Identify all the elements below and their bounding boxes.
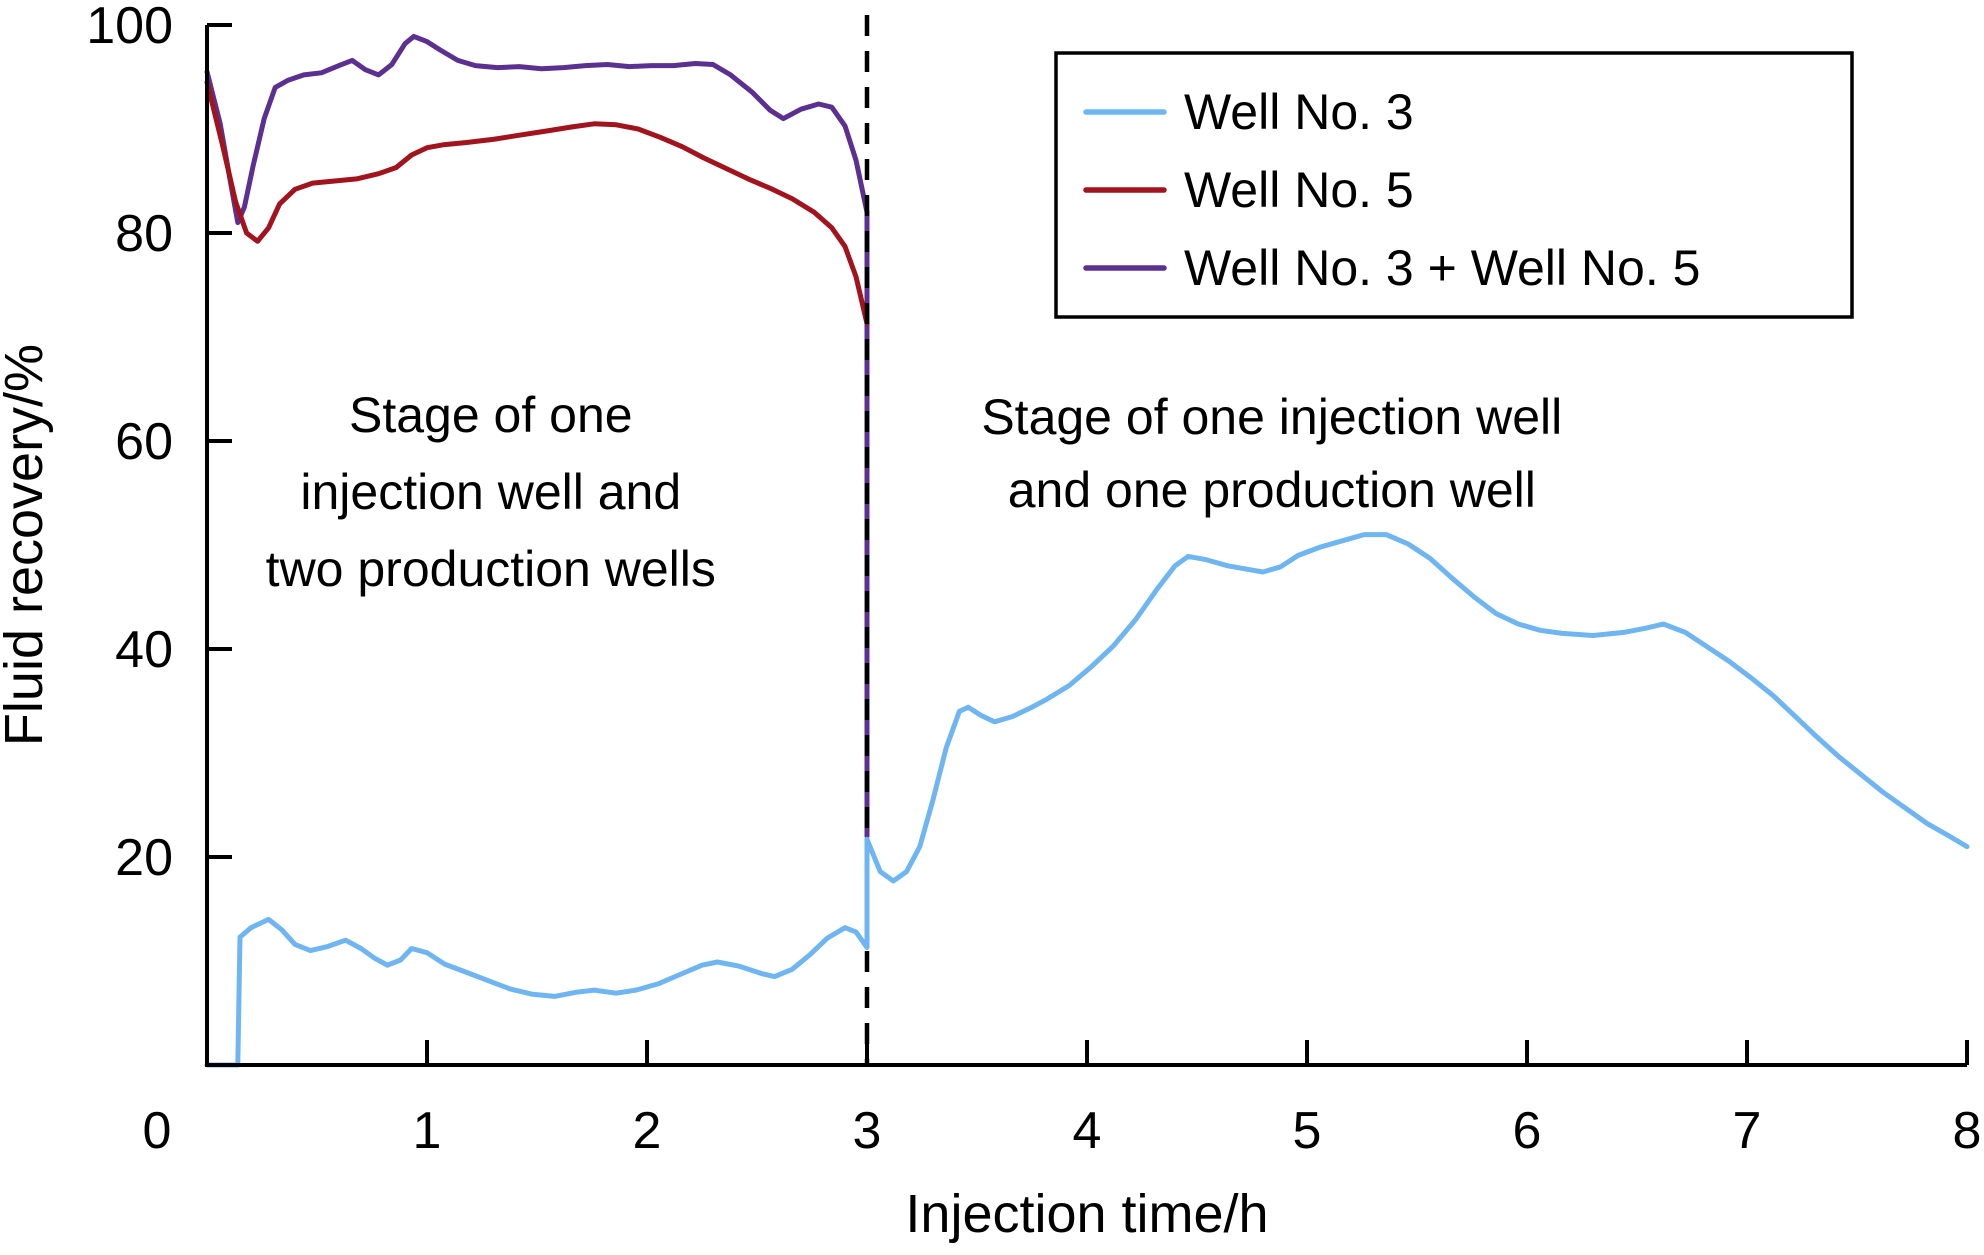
series-line-1 [204, 79, 870, 326]
x-axis-title: Injection time/h [905, 1184, 1268, 1244]
y-axis-tick-label: 80 [115, 205, 173, 263]
y-axis-tick-label: 40 [115, 621, 173, 679]
x-axis-tick-label: 7 [1733, 1102, 1762, 1160]
x-axis-tick-label: 2 [633, 1102, 662, 1160]
x-axis-tick-label: 6 [1513, 1102, 1542, 1160]
x-axis-tick-label: 3 [853, 1102, 882, 1160]
stage-annotation-line: two production wells [266, 541, 716, 597]
x-axis-tick-label: 5 [1293, 1102, 1322, 1160]
y-axis-tick-label: 20 [115, 829, 173, 887]
series-line-2 [204, 33, 870, 839]
y-axis-title: Fluid recovery/% [0, 344, 54, 746]
axes [205, 25, 1967, 1067]
x-axis-tick-label: 0 [143, 1102, 172, 1160]
y-axis-tick-label: 100 [86, 0, 173, 55]
stage-annotation-line: and one production well [1008, 462, 1536, 518]
x-axis-tick-label: 8 [1953, 1102, 1982, 1160]
legend-entry-label: Well No. 5 [1184, 162, 1414, 218]
stage-annotation-line: injection well and [300, 464, 681, 520]
y-axis-tick-label: 60 [115, 413, 173, 471]
stage-annotation-line: Stage of one injection well [981, 389, 1562, 445]
legend-box [1054, 51, 1854, 319]
x-axis-tick-label: 1 [413, 1102, 442, 1160]
legend-entry-label: Well No. 3 [1184, 84, 1414, 140]
x-axis-tick-label: 4 [1073, 1102, 1102, 1160]
stage-annotation-line: Stage of one [349, 387, 633, 443]
series-line-0 [204, 532, 1970, 1068]
legend-entry-label: Well No. 3 + Well No. 5 [1184, 240, 1700, 296]
